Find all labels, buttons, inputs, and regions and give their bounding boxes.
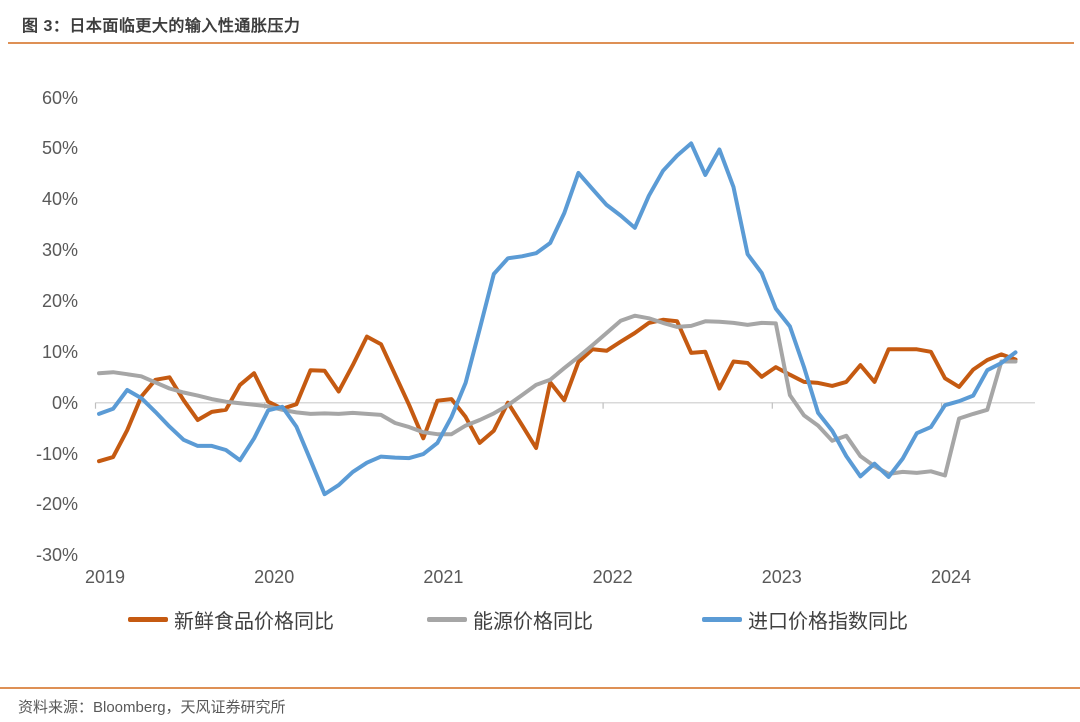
x-axis-label: 2023 xyxy=(761,567,802,587)
x-axis-label: 2019 xyxy=(84,567,126,587)
y-axis-label: -20% xyxy=(35,494,78,515)
legend-label-import-price: 进口价格指数同比 xyxy=(748,610,908,633)
legend-item-import-price: 进口价格指数同比 xyxy=(702,605,908,633)
chart-title: 图 3：日本面临更大的输入性通胀压力 xyxy=(22,18,301,35)
x-axis-label: 2021 xyxy=(423,567,464,587)
title-divider xyxy=(8,42,1074,44)
legend-item-fresh-food: 新鲜食品价格同比 xyxy=(128,605,334,633)
y-axis-label: -10% xyxy=(35,443,78,464)
y-axis-label: 60% xyxy=(41,87,78,108)
series-line-1 xyxy=(97,313,1018,478)
legend-label-energy: 能源价格同比 xyxy=(473,610,593,633)
x-axis-label: 2022 xyxy=(592,567,633,587)
legend-item-energy: 能源价格同比 xyxy=(427,605,593,633)
x-axis-label: 2024 xyxy=(930,567,972,587)
y-axis-label: 10% xyxy=(41,341,78,362)
chart-legend: 新鲜食品价格同比 能源价格同比 进口价格指数同比 xyxy=(0,605,1080,635)
legend-label-fresh-food: 新鲜食品价格同比 xyxy=(174,610,334,633)
series-line-2 xyxy=(97,141,1018,497)
legend-swatch-import-price xyxy=(702,616,742,622)
y-axis-label: 0% xyxy=(51,392,78,413)
series-line-0 xyxy=(97,317,1018,464)
y-axis-label: 50% xyxy=(41,138,78,159)
legend-swatch-fresh-food xyxy=(128,616,168,622)
x-axis-label: 2020 xyxy=(254,567,295,587)
y-axis-label: 30% xyxy=(41,240,78,261)
source-text: 资料来源：Bloomberg，天风证券研究所 xyxy=(18,699,286,716)
source-divider xyxy=(0,687,1080,689)
legend-swatch-energy xyxy=(427,616,467,622)
y-axis-label: -30% xyxy=(35,545,78,566)
y-axis-label: 40% xyxy=(41,189,78,210)
y-axis-label: 20% xyxy=(41,291,78,311)
